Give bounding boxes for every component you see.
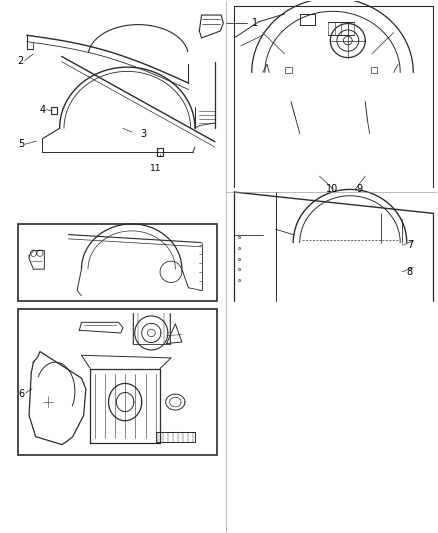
Text: 6: 6 xyxy=(18,389,24,399)
Bar xyxy=(371,67,378,73)
Text: 5: 5 xyxy=(18,139,25,149)
Text: 11: 11 xyxy=(150,165,162,173)
Bar xyxy=(18,309,217,455)
Bar xyxy=(157,149,163,156)
Text: 7: 7 xyxy=(407,240,413,250)
Bar xyxy=(286,67,292,73)
Bar xyxy=(51,107,57,115)
Text: 4: 4 xyxy=(40,104,46,115)
Bar xyxy=(43,395,53,407)
Text: 10: 10 xyxy=(326,184,338,195)
Text: 2: 2 xyxy=(17,56,24,66)
Text: 9: 9 xyxy=(357,184,363,195)
Bar xyxy=(18,224,217,301)
Bar xyxy=(99,280,114,290)
Text: 1: 1 xyxy=(252,18,258,28)
Text: 3: 3 xyxy=(141,128,147,139)
Text: 8: 8 xyxy=(407,267,413,277)
